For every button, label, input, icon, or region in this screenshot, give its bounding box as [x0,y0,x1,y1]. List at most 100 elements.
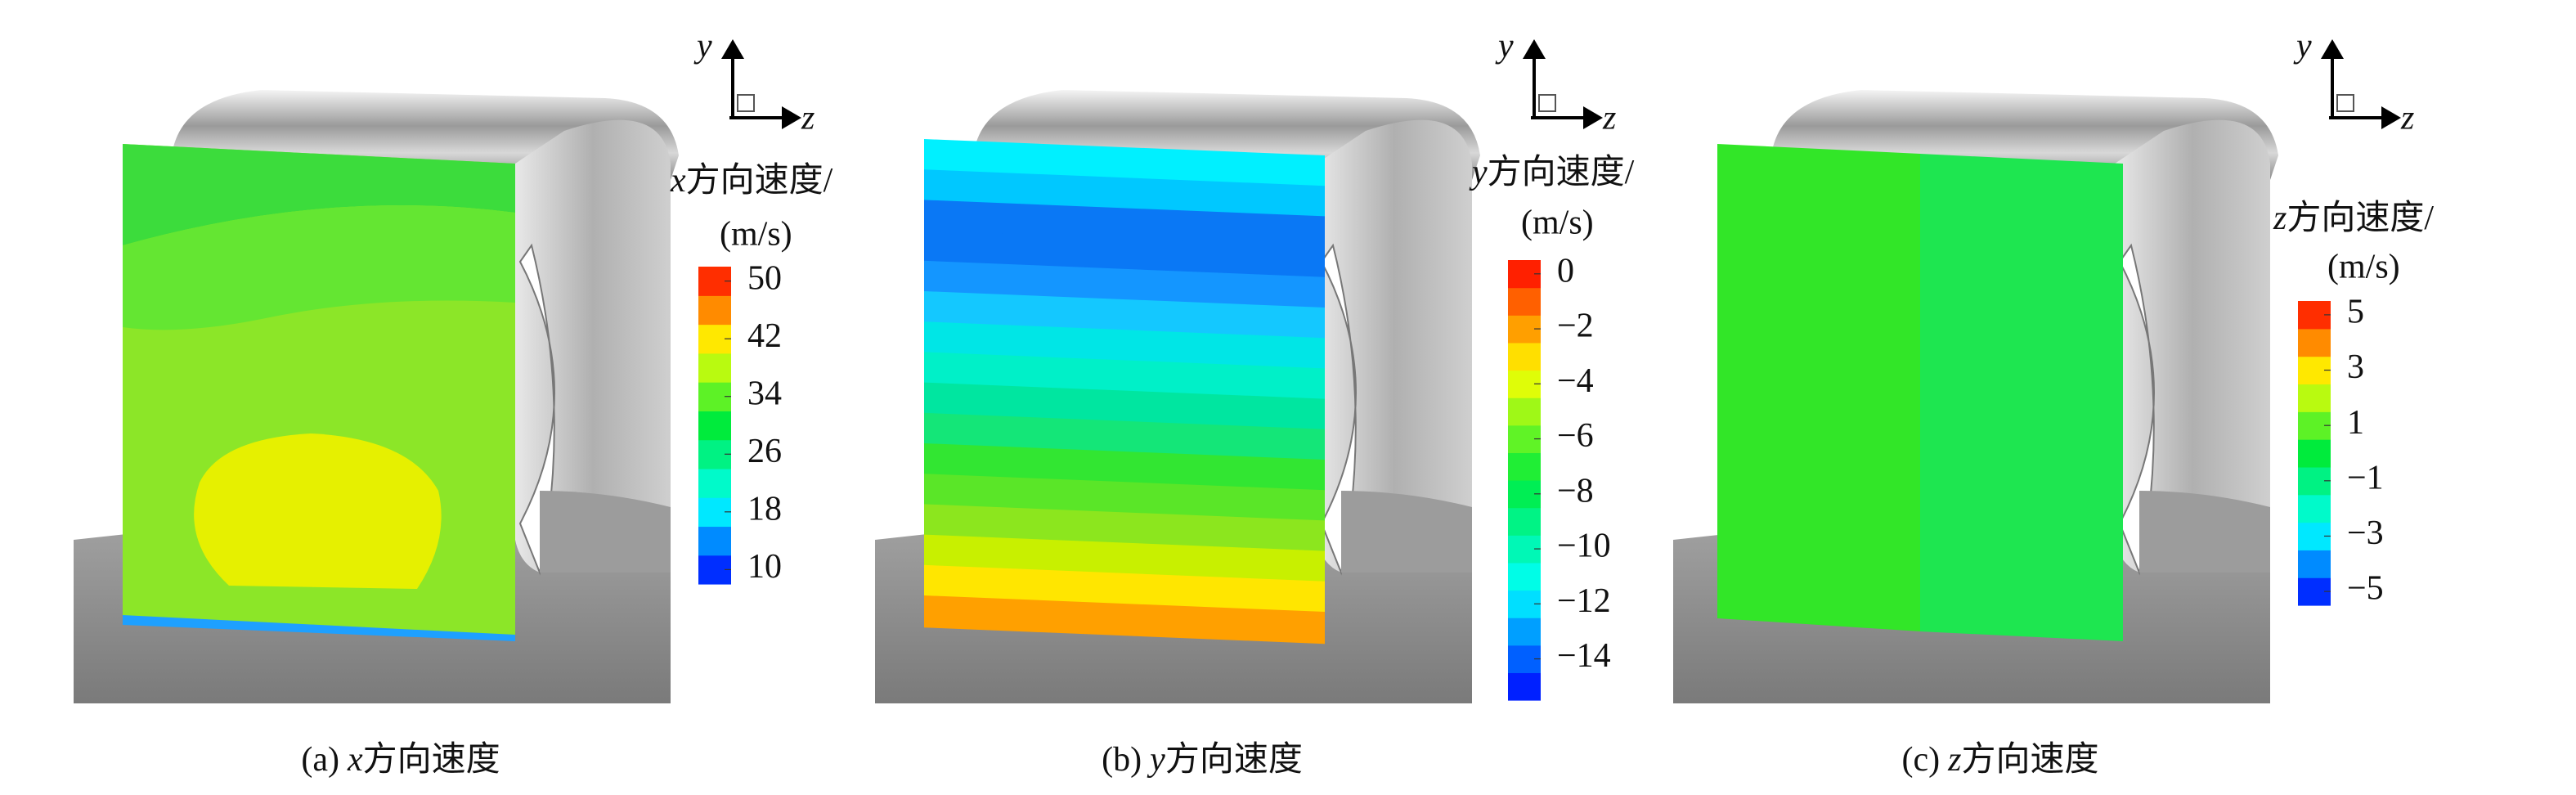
caption-axis: y [1147,741,1165,779]
colorbar-band [2298,550,2331,578]
colorbar-tick-label: −3 [2347,514,2384,552]
triad-box [1538,94,1556,112]
colorbar-band [2298,384,2331,412]
contour-band [924,169,1325,218]
legend-title-text: 方向速度/ [1488,154,1635,191]
legend-title-text: 方向速度/ [686,162,833,200]
legend-title: x方向速度/ [670,162,833,200]
legend-unit: (m/s) [720,216,792,254]
colorbar-tick-label: 42 [747,317,782,355]
colorbar-band [1508,452,1541,481]
caption-text: 方向速度 [363,741,500,779]
colorbar-tick-label: −2 [1557,308,1594,345]
colorbar-tick-label: −4 [1557,362,1594,400]
contour-band [924,412,1325,461]
triad-y-arrow [1523,39,1546,59]
panel-b [874,89,1481,704]
colorbar-band [1508,507,1541,536]
contour-band [924,504,1325,553]
legend-unit: (m/s) [2327,249,2400,286]
colorbar-band [698,411,731,441]
colorbar-band [698,526,731,556]
triad-y-label: y [693,28,712,65]
contour-band [924,321,1325,371]
colorbar-band [1508,562,1541,591]
colorbar-tick-label: −10 [1557,528,1611,565]
colorbar-tick-label: 5 [2347,294,2364,331]
colorbar-tick-label: −12 [1557,582,1611,620]
colorbar-tick-label: 50 [747,259,782,297]
colorbar-band [2298,494,2331,523]
colorbar-tick-label: −1 [2347,459,2384,496]
legend-title-text: 方向速度/ [2287,200,2434,237]
colorbar-tick-label: 26 [747,433,782,470]
colorbar-band [1508,618,1541,646]
colorbar-tick-label: 3 [2347,348,2364,386]
triad-box [2336,94,2354,112]
panel-c [1672,89,2279,704]
caption-axis: x [347,741,363,779]
triad-y-arrow [721,39,744,59]
contour-band [924,443,1325,492]
caption: (c) z方向速度 [1902,741,2099,779]
triad-box [737,94,755,112]
colorbar-tick-label: 0 [1557,252,1574,290]
contour-band [924,534,1325,583]
contour-band [924,352,1325,401]
colorbar-tick-label: 10 [747,548,782,586]
colorbar-band [1508,287,1541,316]
contour-band [924,595,1325,645]
contour-band [924,474,1325,523]
triad-z-label: z [2400,100,2414,137]
caption-axis: z [1947,741,1961,779]
triad-z-arrow [2381,106,2401,129]
legend-axis: x [670,162,686,200]
panel-a [73,89,680,704]
colorbar-band [698,468,731,498]
legend-title: y方向速度/ [1469,154,1635,191]
triad-y-label: y [1495,28,1514,65]
contour-band [924,230,1325,279]
contour-band [924,260,1325,309]
caption-text: 方向速度 [1961,741,2098,779]
colorbar-tick-label: −6 [1557,417,1594,455]
contour-band [924,382,1325,431]
caption-label: (a) [301,741,339,779]
triad-z-arrow [1583,106,1603,129]
legend-title: z方向速度/ [2273,200,2434,237]
colorbar-tick-label: −5 [2347,570,2384,608]
contour-band [924,291,1325,340]
colorbar-band [2298,439,2331,468]
caption: (b) y方向速度 [1102,741,1303,779]
colorbar-band [1508,398,1541,426]
colorbar-band [698,353,731,383]
colorbar-band [698,295,731,326]
colorbar-tick-label: −8 [1557,472,1594,510]
colorbar-band [2298,328,2331,357]
colorbar-band [1508,342,1541,371]
triad-z-label: z [1602,100,1616,137]
legend-axis: y [1469,154,1488,191]
colorbar-tick-label: 18 [747,490,782,528]
contour-band [924,564,1325,613]
triad-y-label: y [2293,28,2312,65]
triad-y-arrow [2321,39,2344,59]
caption-label: (b) [1102,741,1142,779]
triad-z-label: z [801,100,815,137]
caption-label: (c) [1902,741,1941,779]
legend-axis: z [2273,200,2287,237]
triad-z-arrow [782,106,801,129]
contour-band [924,200,1325,249]
colorbar-tick-label: −14 [1557,637,1611,675]
caption: (a) x方向速度 [301,741,500,779]
legend-unit: (m/s) [1521,204,1594,242]
colorbar-tick-label: 34 [747,375,782,412]
caption-text: 方向速度 [1165,741,1303,779]
colorbar-tick-label: 1 [2347,404,2364,442]
colorbar-band [1508,672,1541,701]
contour-band [924,139,1325,188]
